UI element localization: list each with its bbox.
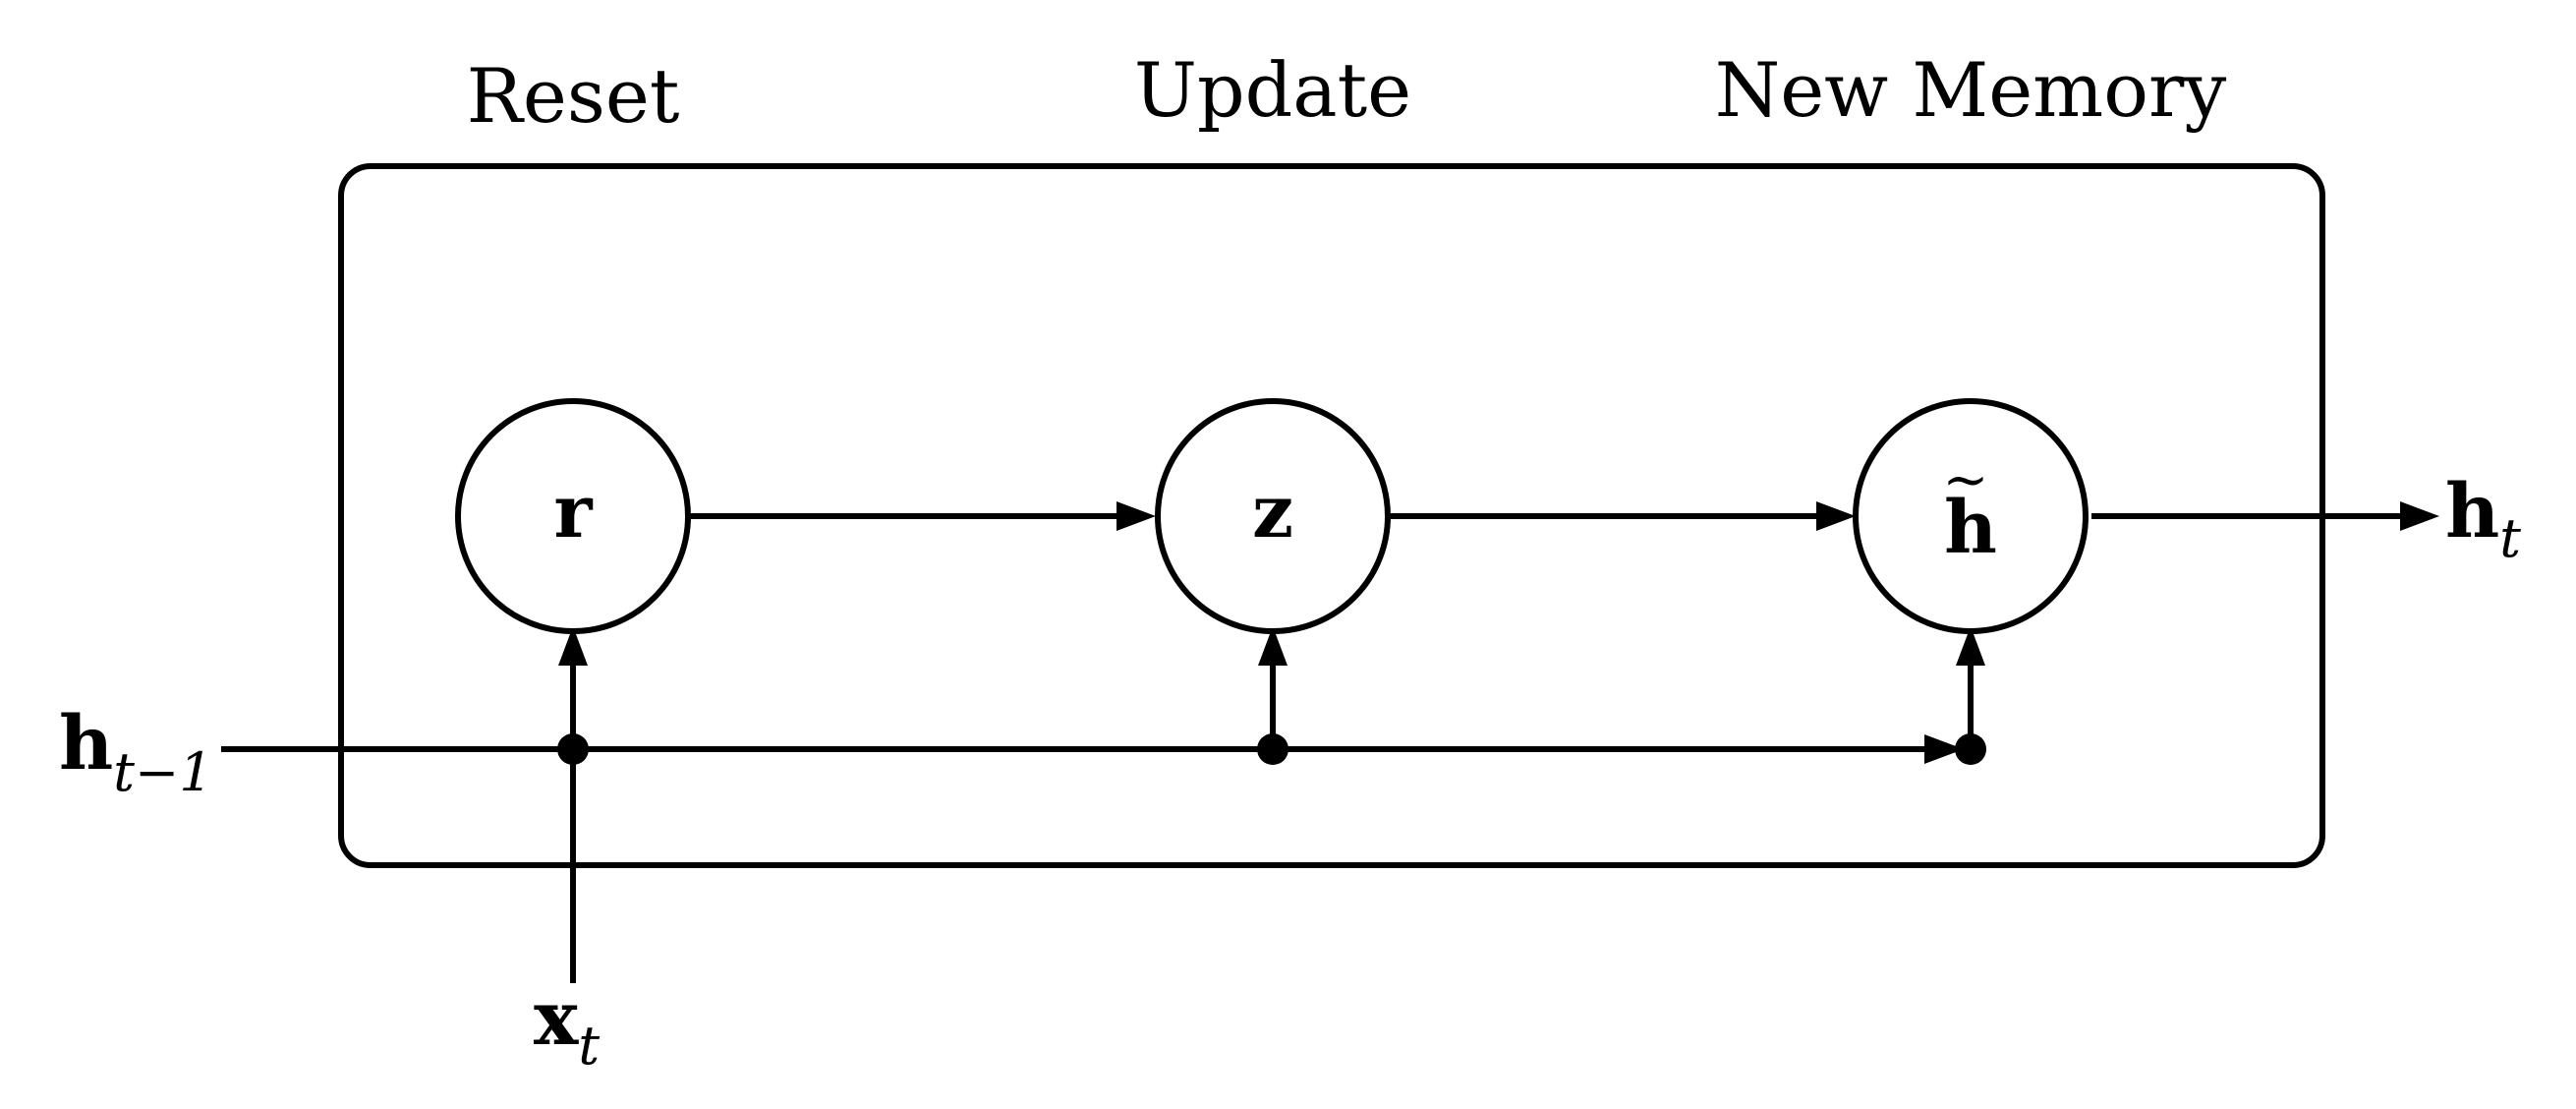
node-z-label: z: [1252, 470, 1293, 554]
output-h-subscript: t: [2499, 507, 2521, 569]
arrowhead-r-to-z: [1116, 501, 1156, 531]
arrowhead-hprev-to-htilde-junction: [1924, 734, 1964, 764]
arrowhead-output: [2400, 501, 2439, 531]
output-h-main: h: [2445, 467, 2499, 554]
output-h-label: ht: [2445, 467, 2521, 569]
arrowhead-junction-to-z: [1258, 626, 1288, 666]
node-r-label: r: [554, 470, 594, 554]
arrowhead-z-to-htilde: [1816, 501, 1856, 531]
input-hprev-main: h: [59, 699, 113, 787]
input-x-label: xt: [534, 974, 600, 1077]
input-hprev-label: ht−1: [59, 699, 213, 803]
node-r: [455, 398, 691, 634]
node-htilde-label: h: [1944, 486, 1997, 570]
node-z: [1155, 398, 1391, 634]
arrowhead-junction-to-htilde: [1956, 626, 1985, 666]
input-x-subscript: t: [578, 1015, 600, 1077]
junction-dot-z: [1257, 733, 1288, 765]
node-htilde-accent: ~: [1943, 448, 1989, 512]
update-label: Update: [1134, 46, 1411, 134]
input-x-main: x: [534, 974, 579, 1062]
input-hprev-subscript: t−1: [113, 741, 212, 803]
node-htilde: [1853, 398, 2089, 634]
junction-dot-r: [557, 733, 589, 765]
new-memory-label: New Memory: [1715, 46, 2227, 134]
arrowhead-x-to-r: [558, 626, 588, 666]
reset-label: Reset: [467, 52, 680, 140]
junction-dot-htilde: [1955, 733, 1986, 765]
